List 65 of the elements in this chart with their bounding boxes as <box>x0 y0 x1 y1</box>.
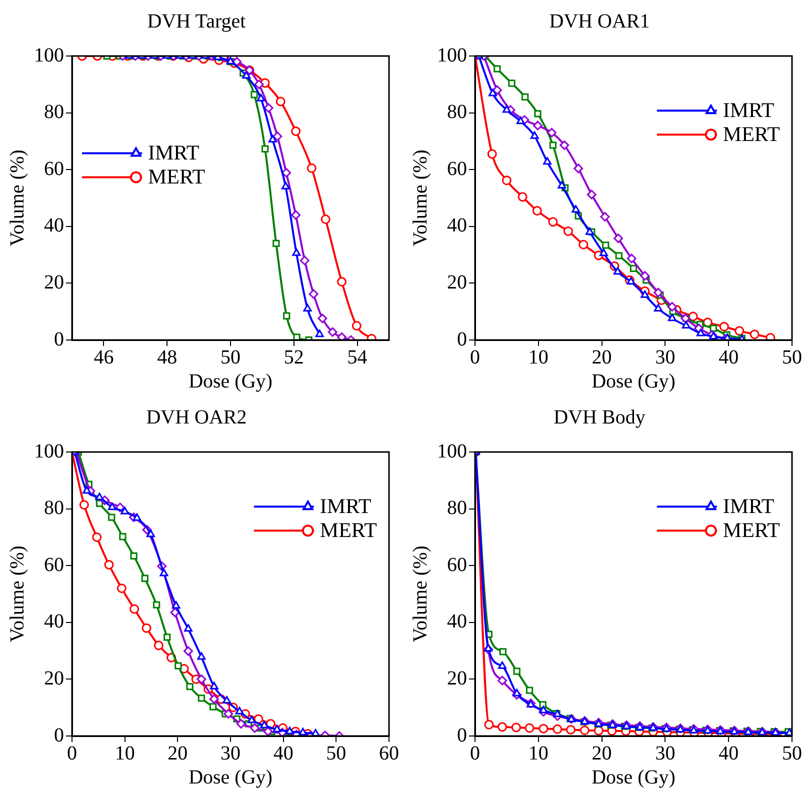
y-tick-label: 80 <box>44 101 64 124</box>
y-tick-label: 0 <box>457 328 467 350</box>
y-axis-title: Volume (%) <box>409 150 432 246</box>
legend-label: IMRT <box>148 140 200 165</box>
y-tick-label: 100 <box>34 44 64 66</box>
y-tick-label: 20 <box>44 667 64 690</box>
x-tick-label: 54 <box>347 346 368 368</box>
x-tick-label: 50 <box>782 742 802 764</box>
x-axis-title: Dose (Gy) <box>592 766 676 788</box>
y-tick-label: 60 <box>447 158 467 180</box>
x-tick-label: 10 <box>114 742 135 764</box>
chart-title: DVH OAR2 <box>146 406 247 428</box>
x-tick-label: 60 <box>379 742 399 764</box>
x-tick-label: 30 <box>655 346 676 368</box>
y-tick-label: 0 <box>54 328 64 350</box>
legend-label: MERT <box>320 518 378 542</box>
y-tick-label: 80 <box>447 497 467 520</box>
legend-label: MERT <box>148 164 206 189</box>
x-tick-label: 10 <box>528 346 548 368</box>
y-tick-label: 40 <box>44 214 64 237</box>
x-tick-label: 40 <box>718 346 739 368</box>
x-tick-label: 20 <box>592 742 612 764</box>
x-tick-label: 30 <box>655 742 676 764</box>
y-tick-label: 0 <box>54 724 64 746</box>
x-tick-label: 40 <box>718 742 739 764</box>
y-tick-label: 60 <box>447 554 467 576</box>
x-tick-label: 50 <box>782 346 802 368</box>
y-tick-label: 100 <box>437 440 467 462</box>
y-axis-title: Volume (%) <box>6 150 28 246</box>
x-tick-label: 10 <box>528 742 548 764</box>
y-tick-label: 20 <box>447 667 467 690</box>
x-tick-label: 40 <box>273 742 294 764</box>
y-tick-label: 60 <box>44 554 64 576</box>
chart-title: DVH Body <box>554 406 646 428</box>
y-tick-label: 60 <box>44 158 64 180</box>
x-tick-label: 30 <box>220 742 240 764</box>
x-axis-title: Dose (Gy) <box>188 370 272 392</box>
x-tick-label: 50 <box>326 742 346 764</box>
y-tick-label: 80 <box>44 497 64 520</box>
y-axis-title: Volume (%) <box>6 546 28 642</box>
y-tick-label: 20 <box>44 271 64 294</box>
legend-label: MERT <box>722 518 780 542</box>
chart-title: DVH OAR1 <box>549 10 650 32</box>
x-tick-label: 20 <box>592 346 612 368</box>
y-tick-label: 40 <box>447 610 467 633</box>
legend-label: IMRT <box>722 98 774 122</box>
legend-label: IMRT <box>320 494 372 518</box>
y-tick-label: 100 <box>34 440 64 462</box>
x-tick-label: 46 <box>94 346 114 368</box>
y-tick-label: 20 <box>447 271 467 294</box>
y-tick-label: 80 <box>447 101 467 124</box>
y-tick-label: 40 <box>447 214 467 237</box>
x-tick-label: 50 <box>220 346 240 368</box>
y-axis-title: Volume (%) <box>409 546 432 642</box>
x-axis-title: Dose (Gy) <box>188 766 272 788</box>
y-tick-label: 40 <box>44 610 64 633</box>
x-tick-label: 48 <box>157 346 178 368</box>
x-tick-label: 52 <box>284 346 304 368</box>
y-tick-label: 100 <box>437 44 467 66</box>
y-tick-label: 0 <box>457 724 467 746</box>
x-tick-label: 20 <box>168 742 188 764</box>
legend-label: IMRT <box>722 494 774 518</box>
legend-label: MERT <box>722 122 780 146</box>
chart-title: DVH Target <box>147 10 246 32</box>
x-axis-title: Dose (Gy) <box>592 370 676 392</box>
